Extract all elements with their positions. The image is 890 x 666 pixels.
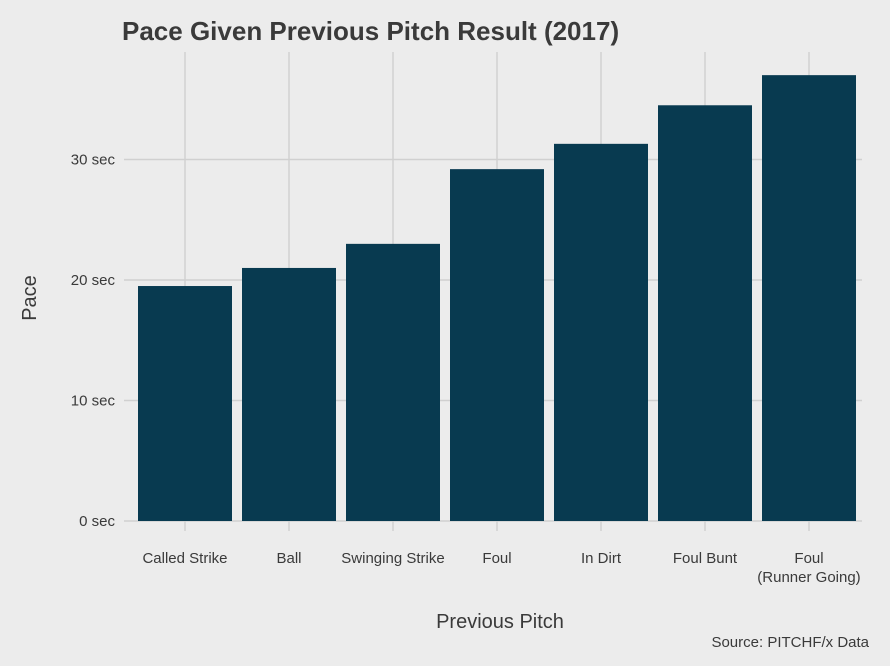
bar: [138, 286, 232, 521]
bar: [658, 105, 752, 522]
x-tick-label: In Dirt: [581, 550, 622, 567]
bar: [346, 243, 440, 521]
y-axis-title: Pace: [19, 275, 41, 321]
bar: [450, 169, 544, 521]
x-tick-label: Ball: [276, 550, 301, 567]
x-axis-ticks: Called Strike Ball Swinging Strike Foul In D…: [142, 550, 860, 586]
x-tick-label: Called Strike: [142, 550, 227, 567]
y-tick-label: 30 sec: [71, 152, 116, 169]
y-tick-label: 0 sec: [79, 513, 115, 530]
bar: [242, 267, 336, 521]
bar: [554, 143, 648, 521]
x-tick-label: Swinging Strike: [341, 550, 444, 567]
bars: [138, 75, 856, 522]
source-note: Source: PITCHF/x Data: [711, 634, 869, 651]
chart-title: Pace Given Previous Pitch Result (2017): [122, 16, 619, 46]
x-tick-label: Foul Bunt: [673, 550, 738, 567]
x-axis-title: Previous Pitch: [436, 611, 564, 633]
y-tick-label: 20 sec: [71, 272, 116, 289]
x-tick-label: Foul: [482, 550, 511, 567]
y-axis-ticks: 0 sec 10 sec 20 sec 30 sec: [71, 152, 116, 531]
bar: [762, 75, 856, 522]
x-tick-label: Foul (Runner Going): [757, 550, 860, 586]
y-tick-label: 10 sec: [71, 393, 116, 410]
